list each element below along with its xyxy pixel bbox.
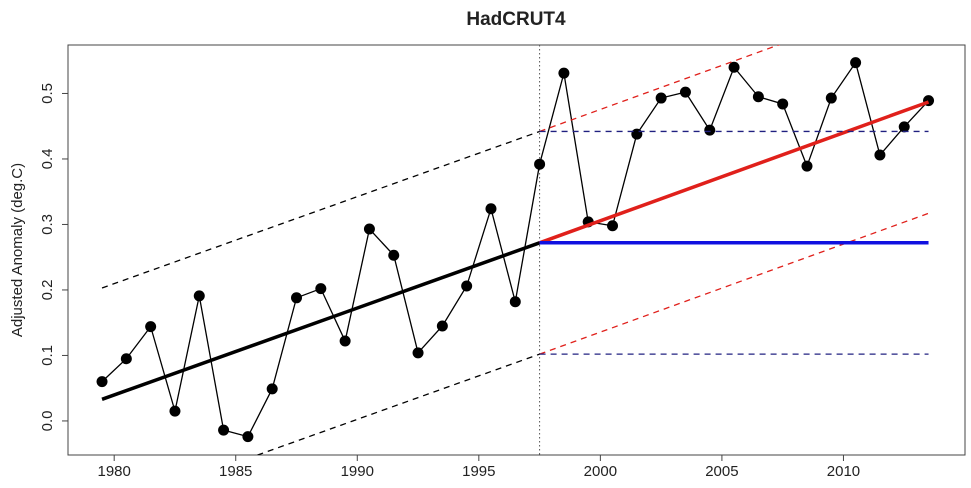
data-point xyxy=(850,57,862,69)
data-point xyxy=(655,92,667,104)
x-tick-label: 1990 xyxy=(341,463,374,480)
series-line xyxy=(539,45,781,133)
y-tick-label: 0.1 xyxy=(39,345,56,366)
data-point xyxy=(291,292,303,304)
series-line xyxy=(101,130,540,289)
series-line xyxy=(539,212,929,355)
y-tick-label: 0.2 xyxy=(39,280,56,301)
x-tick-label: 2005 xyxy=(705,463,738,480)
series-line xyxy=(101,241,541,401)
plot-area xyxy=(96,45,935,455)
data-point xyxy=(145,321,157,333)
data-point xyxy=(193,290,205,302)
x-tick-label: 1980 xyxy=(97,463,130,480)
y-axis-label: Adjusted Anomaly (deg.C) xyxy=(9,163,26,337)
data-point xyxy=(777,98,789,110)
y-tick-label: 0.5 xyxy=(39,83,56,104)
data-point xyxy=(218,424,230,436)
x-tick-label: 1985 xyxy=(219,463,252,480)
data-point xyxy=(315,283,327,295)
data-point xyxy=(631,128,643,140)
data-point xyxy=(898,121,910,133)
data-point xyxy=(534,158,546,170)
data-point xyxy=(825,92,837,104)
data-point xyxy=(509,296,521,308)
data-point xyxy=(388,249,400,261)
chart-title: HadCRUT4 xyxy=(466,9,566,30)
x-tick-label: 1995 xyxy=(462,463,495,480)
data-point xyxy=(412,347,424,359)
y-tick-label: 0.0 xyxy=(39,411,56,432)
data-point xyxy=(801,160,813,172)
data-point xyxy=(436,320,448,332)
data-point xyxy=(242,431,254,443)
data-point xyxy=(485,203,497,215)
data-point xyxy=(704,124,716,136)
data-point xyxy=(874,149,886,161)
plot-frame xyxy=(67,44,966,456)
y-tick-label: 0.3 xyxy=(39,214,56,235)
y-tick-label: 0.4 xyxy=(39,149,56,170)
series-line xyxy=(538,100,930,245)
data-point xyxy=(120,353,132,365)
data-point xyxy=(752,91,764,103)
data-point xyxy=(679,86,691,98)
x-tick-label: 2010 xyxy=(827,463,860,480)
x-tick-label: 2000 xyxy=(584,463,617,480)
data-point xyxy=(266,383,278,395)
data-point xyxy=(169,405,181,417)
data-point xyxy=(728,61,740,73)
data-point xyxy=(363,223,375,235)
series-line xyxy=(255,353,540,455)
data-point xyxy=(339,335,351,347)
data-point xyxy=(558,67,570,79)
data-point xyxy=(461,280,473,292)
data-point xyxy=(96,376,108,388)
data-point xyxy=(607,220,619,232)
